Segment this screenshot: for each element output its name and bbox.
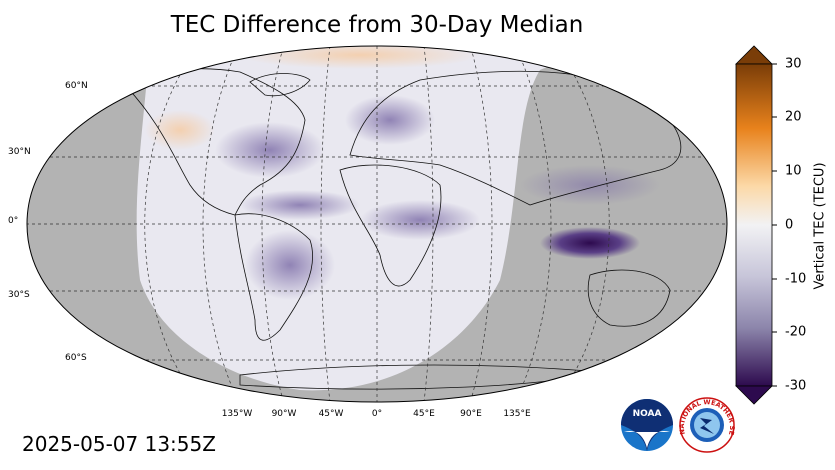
anomaly-indonesia <box>540 227 640 259</box>
south-america-outline <box>234 213 314 341</box>
coastlines <box>119 68 682 390</box>
lon-label: 135°E <box>503 409 531 419</box>
lat-label: 30°N <box>8 147 31 157</box>
colorbar-top-extend <box>735 45 773 65</box>
lat-label: 60°S <box>65 353 87 363</box>
lon-label: 0° <box>371 409 383 419</box>
anomaly-asia <box>520 165 660 205</box>
map-title: TEC Difference from 30-Day Median <box>170 12 584 38</box>
noaa-logo-text: NOAA <box>633 409 662 419</box>
north-america-outline <box>119 68 306 216</box>
lat-label: 0° <box>8 216 19 226</box>
anomaly-south-america <box>245 230 335 300</box>
colorbar-ticks <box>772 63 777 387</box>
anomaly-north-pacific <box>145 110 215 150</box>
eurasia-outline <box>349 70 682 206</box>
anomaly-north-america <box>215 122 325 178</box>
timestamp: 2025-05-07 13:55Z <box>22 432 216 456</box>
lon-label: 45°W <box>318 409 344 419</box>
globe-outline <box>26 45 728 403</box>
colorbar-tick-label: -10 <box>785 271 807 287</box>
anomaly-arctic <box>240 46 480 69</box>
anomaly-europe <box>345 95 435 145</box>
lon-label: 45°E <box>413 409 435 419</box>
anomaly-africa <box>360 200 480 240</box>
colorbar-tick-label: 0 <box>785 217 794 233</box>
greenland-outline <box>249 73 311 97</box>
lat-label: 60°N <box>65 81 88 91</box>
colorbar-label: Vertical TEC (TECU) <box>812 162 828 290</box>
colorbar-tick-label: -30 <box>785 378 807 394</box>
colorbar-tick-label: 20 <box>785 109 802 125</box>
colorbar-tick-label: 30 <box>785 56 802 72</box>
colorbar-tick-label: 10 <box>785 163 802 179</box>
lon-label: 135°W <box>221 409 253 419</box>
anomaly-equatorial-atlantic <box>240 190 360 220</box>
noaa-logo: NOAA <box>621 399 673 451</box>
colorbar <box>735 63 773 387</box>
colorbar-tick-label: -20 <box>785 324 807 340</box>
colorbar-bottom-extend <box>735 385 773 405</box>
lon-label: 90°W <box>271 409 297 419</box>
australia-outline <box>587 269 671 327</box>
lon-label: 90°E <box>460 409 482 419</box>
globe-area <box>27 46 727 402</box>
africa-outline <box>339 164 442 287</box>
night-shade <box>27 46 727 402</box>
nws-logo: NATIONAL WEATHER SERVICE <box>678 396 736 453</box>
lat-label: 30°S <box>8 290 30 300</box>
